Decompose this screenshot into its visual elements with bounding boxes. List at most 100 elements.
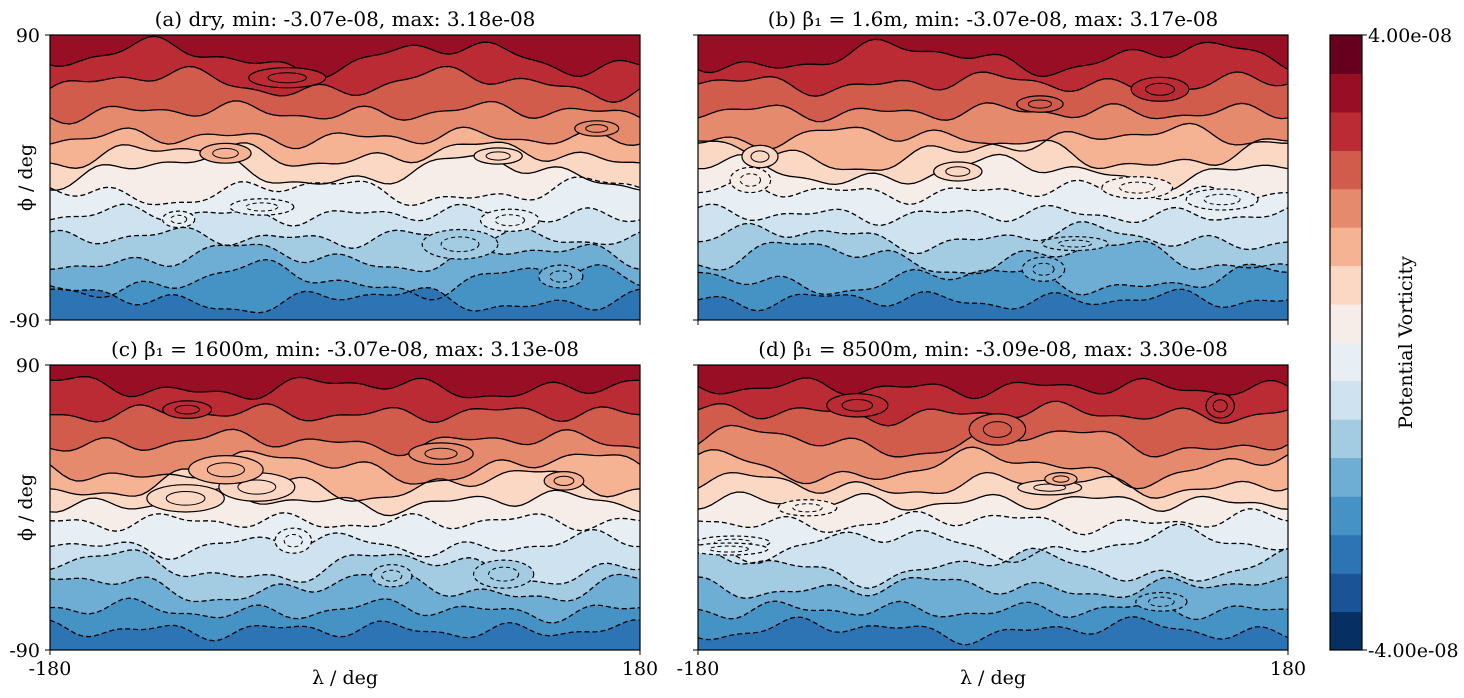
colorbar-max-label: 4.00e-08 [1368, 25, 1452, 47]
vortex [741, 144, 779, 169]
contour-line [698, 600, 1288, 621]
colorbar-segment [1330, 265, 1362, 305]
contour-line [698, 71, 1288, 97]
panel-c: (c) β₁ = 1600m, min: -3.07e-08, max: 3.1… [9, 337, 658, 689]
colorbar-segment [1330, 227, 1362, 267]
vortex-inner [1119, 181, 1156, 194]
colorbar-segment [1330, 73, 1362, 113]
contour-line [50, 126, 640, 150]
contour-line [698, 263, 1288, 296]
contour-line [50, 619, 640, 642]
panel-b: (b) β₁ = 1.6m, min: -3.07e-08, max: 3.17… [693, 7, 1289, 325]
vortex-inner [212, 147, 239, 159]
colorbar: 4.00e-08 -4.00e-08 Potential Vorticity [1329, 25, 1459, 662]
contour-line [698, 446, 1288, 490]
vortex-inner [945, 166, 971, 177]
contour-line [698, 523, 1288, 565]
colorbar-segment [1330, 611, 1362, 651]
y-tick-label: 90 [16, 25, 40, 47]
contour-line [50, 549, 640, 585]
contour-line [698, 203, 1288, 226]
axes-frame [697, 34, 1289, 321]
contour-line [50, 141, 640, 169]
contour-line [698, 153, 1288, 192]
vortex-inner [1145, 82, 1175, 96]
contour-line [698, 288, 1288, 312]
vortex [1021, 256, 1066, 282]
vortex-inner [245, 202, 279, 212]
colorbar-segment [1330, 150, 1362, 190]
x-tick-label: 180 [1270, 658, 1306, 680]
x-axis-label: λ / deg [960, 667, 1026, 689]
vortex-inner [488, 566, 520, 582]
panel-title: (b) β₁ = 1.6m, min: -3.07e-08, max: 3.17… [768, 7, 1219, 31]
vortex [1185, 188, 1259, 211]
vortex [826, 393, 889, 418]
vortex-inner [708, 545, 749, 553]
pv-band [698, 616, 1288, 650]
contour-line [50, 572, 640, 603]
colorbar-min-label: -4.00e-08 [1368, 640, 1459, 662]
vortex [574, 120, 620, 137]
pv-field [698, 35, 1288, 320]
vortex-inner [714, 538, 752, 547]
vortex-inner [494, 214, 525, 227]
vortex-inner [549, 270, 573, 283]
vortex-inner [1148, 596, 1175, 607]
contour-line [50, 403, 640, 424]
contour-line [50, 487, 640, 517]
vortex [229, 198, 295, 216]
colorbar-segment [1330, 380, 1362, 420]
vortex [162, 400, 213, 419]
contour-line [50, 468, 640, 502]
vortex-inner [1203, 193, 1241, 206]
pv-field [698, 365, 1288, 650]
contour-line [50, 428, 640, 457]
axes-frame [49, 364, 641, 651]
contour-line [50, 286, 640, 314]
vortex [1101, 176, 1174, 200]
colorbar-segment [1330, 35, 1362, 74]
vortex [479, 208, 540, 232]
vortex [472, 559, 535, 589]
vortex [188, 455, 264, 485]
panel-title: (a) dry, min: -3.07e-08, max: 3.18e-08 [155, 7, 536, 31]
x-tick-label: 180 [622, 658, 658, 680]
contour-line [698, 547, 1288, 589]
vortex-inner [1027, 99, 1053, 109]
vortex-inner [1032, 262, 1055, 276]
x-tick-label: -180 [29, 658, 72, 680]
colorbar-segment [1330, 304, 1362, 343]
colorbar-segment [1330, 496, 1362, 536]
y-tick-label: -90 [9, 310, 40, 332]
contour-line [50, 243, 640, 273]
contour-line [50, 258, 640, 301]
vortex [146, 484, 225, 513]
contour-line [50, 176, 640, 207]
pv-band [698, 289, 1288, 320]
axes-frame [49, 34, 641, 321]
vortex [274, 527, 313, 554]
contour-line [50, 450, 640, 485]
contour-line [50, 100, 640, 125]
y-axis-label: ϕ / deg [15, 144, 37, 211]
contour-line [698, 240, 1288, 275]
vortex [1135, 591, 1188, 612]
pv-field [50, 365, 640, 650]
vortex-inner [174, 404, 200, 415]
vortex-inner [485, 151, 511, 161]
contour-line [698, 616, 1288, 646]
contour-line [50, 597, 640, 624]
vortex-inner [841, 399, 874, 412]
vortex [968, 413, 1027, 446]
contour-line [50, 226, 640, 249]
pv-band [50, 619, 640, 650]
vortex-inner [440, 236, 480, 253]
vortex [421, 228, 499, 260]
vortex-inner [585, 124, 609, 133]
vortex [933, 161, 983, 182]
vortex-inner [1212, 399, 1228, 413]
colorbar-segment [1330, 419, 1362, 459]
vortex [199, 142, 252, 164]
vortex-inner [982, 421, 1013, 438]
